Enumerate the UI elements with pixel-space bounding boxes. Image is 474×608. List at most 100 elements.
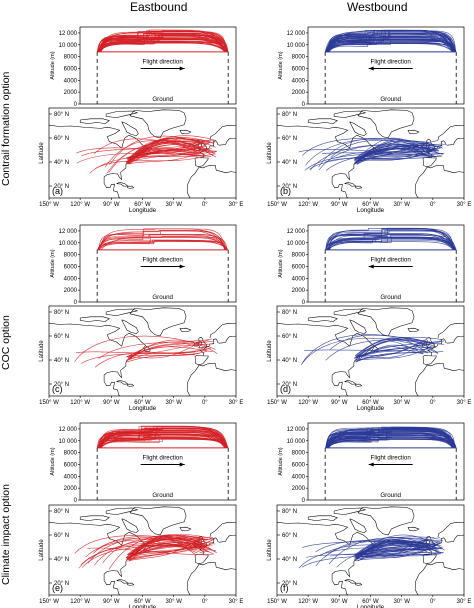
profile-ytick-label: 6000 — [292, 462, 306, 468]
map-route — [329, 334, 426, 350]
map-route — [104, 140, 197, 168]
profile-ytick-label: 12 000 — [59, 31, 78, 37]
map-xtick-label: 90° W — [331, 202, 348, 208]
profile-trajectory — [328, 38, 456, 53]
ground-label: Ground — [380, 294, 401, 301]
map-route — [127, 137, 206, 160]
coastline — [209, 125, 236, 141]
flight-direction-label: Flight direction — [143, 455, 184, 462]
coastline — [209, 522, 236, 538]
direction-arrowhead — [179, 264, 185, 269]
coastline — [186, 165, 236, 193]
map-xtick-label: 0° — [430, 202, 436, 208]
profile-trajectory — [325, 236, 457, 250]
map-route — [355, 340, 424, 359]
coastline — [121, 121, 139, 136]
map-route — [128, 340, 197, 360]
profile-ytick-label: 0 — [74, 498, 78, 504]
profile-ytick-label: 4000 — [292, 276, 306, 282]
profile-frame — [307, 422, 465, 501]
map-xtick-label: 30° E — [229, 400, 244, 406]
map-route — [129, 538, 196, 555]
map-route — [318, 144, 438, 170]
coastline — [79, 118, 110, 124]
map-route — [324, 539, 429, 558]
map-ytick-label: 80° N — [282, 509, 297, 515]
map-route — [127, 137, 215, 162]
map-ytick-label: 20° N — [282, 184, 297, 190]
profile-trajectory — [328, 229, 455, 250]
coastline — [437, 522, 464, 538]
map-route — [126, 142, 197, 165]
map-route — [127, 135, 217, 163]
profile-frame — [79, 224, 237, 303]
map-route — [85, 538, 208, 558]
coastline — [414, 589, 419, 595]
profile-ytick-label: 10 000 — [59, 439, 78, 445]
map-route — [128, 538, 215, 557]
map-ylabel: Latitude — [267, 539, 273, 561]
coastline — [127, 383, 135, 387]
map-route — [98, 339, 210, 359]
profile-ytick-label: 0 — [302, 498, 306, 504]
map-route — [126, 338, 213, 362]
map-route — [353, 143, 423, 162]
map-route — [76, 152, 212, 164]
map-ylabel: Latitude — [267, 340, 273, 362]
profile-ytick-label: 8000 — [292, 253, 306, 259]
map-route — [354, 537, 440, 557]
profile-trajectory — [327, 237, 456, 250]
flight-direction-label: Flight direction — [371, 455, 412, 462]
profile-ytick-label: 4000 — [292, 474, 306, 480]
profile-ytick-label: 4000 — [64, 276, 78, 282]
map-xtick-label: 60° W — [362, 599, 379, 605]
profile-trajectory — [328, 239, 456, 250]
map-xlabel: Longitude — [129, 207, 157, 214]
coastline — [422, 157, 437, 167]
map-route — [356, 539, 427, 559]
map-ytick-label: 80° N — [282, 310, 297, 316]
coastline — [127, 185, 135, 189]
profile-ytick-label: 2000 — [64, 90, 78, 96]
profile-ytick-label: 12 000 — [287, 31, 306, 37]
map-route — [298, 547, 430, 569]
map-route — [128, 150, 206, 165]
coastline — [414, 192, 419, 198]
direction-arrowhead — [368, 66, 374, 71]
profile-trajectory — [99, 430, 227, 449]
map-route — [330, 139, 435, 158]
map-route — [330, 551, 429, 557]
map-route — [128, 538, 203, 562]
map-route — [356, 152, 444, 163]
header-eastbound: Eastbound — [130, 0, 188, 14]
direction-arrowhead — [368, 264, 374, 269]
map-xtick-label: 60° W — [362, 202, 379, 208]
map-frame — [276, 305, 465, 397]
profile-trajectory — [327, 237, 455, 251]
map-xtick-label: 90° W — [103, 202, 120, 208]
map-xtick-label: 150° W — [39, 400, 59, 406]
coastline — [194, 157, 209, 167]
ground-label: Ground — [152, 96, 173, 103]
coastline — [422, 355, 437, 365]
coastline — [407, 327, 420, 333]
profile-ytick-label: 6000 — [292, 264, 306, 270]
profile-ytick-label: 2000 — [64, 486, 78, 492]
profile-trajectory — [325, 426, 454, 448]
profile-trajectory — [327, 43, 453, 53]
map-xtick-label: 120° W — [298, 400, 318, 406]
map-xtick-label: 120° W — [70, 599, 90, 605]
coastline — [186, 192, 191, 198]
profile-panel-west-2: 0 2000 4000 6000 8000 10 000 12 000 Altitude (m… — [278, 422, 465, 504]
map-route — [354, 345, 432, 361]
map-route — [357, 551, 423, 559]
profile-ytick-label: 6000 — [64, 264, 78, 270]
map-ytick-label: 40° N — [54, 358, 69, 364]
profile-trajectory — [97, 234, 227, 251]
map-xlabel: Longitude — [129, 405, 157, 412]
profile-ytick-label: 0 — [74, 102, 78, 108]
profile-trajectory — [325, 32, 456, 52]
map-content — [49, 109, 236, 198]
map-route — [94, 351, 196, 368]
